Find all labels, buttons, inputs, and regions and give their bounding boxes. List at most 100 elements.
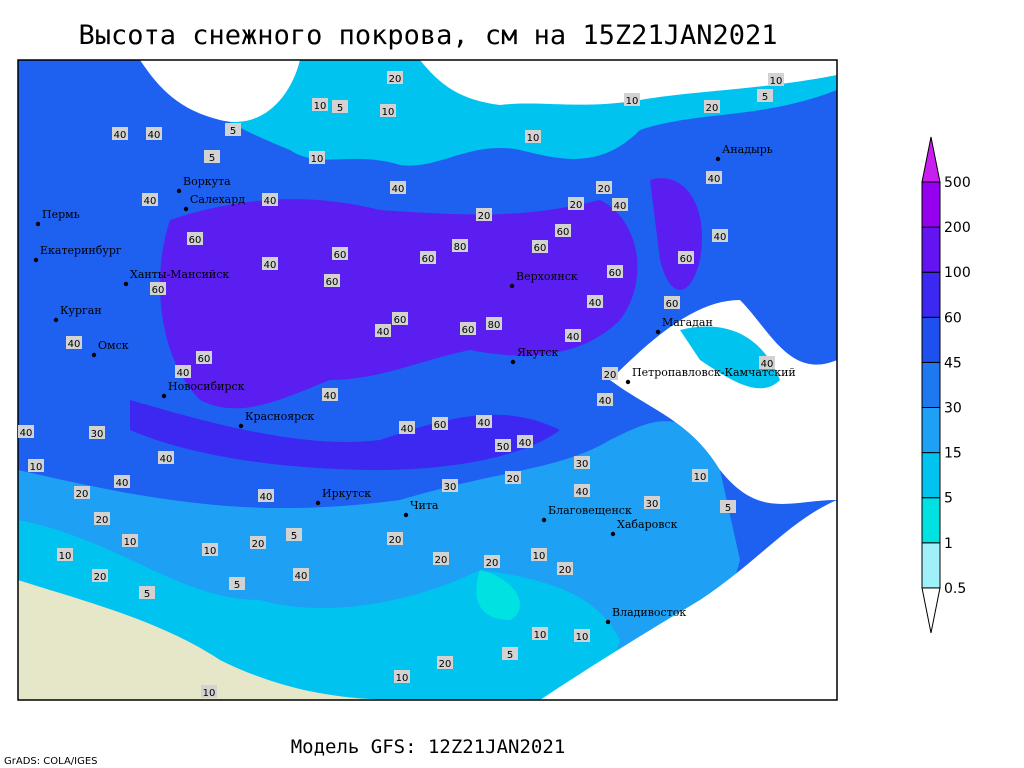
contour-label-bg — [525, 130, 541, 143]
city-dot — [510, 359, 516, 365]
contour-label: 60 — [334, 250, 347, 261]
city-dot — [53, 317, 59, 323]
contour-label-bg — [692, 469, 708, 482]
contour-label-bg — [332, 247, 348, 260]
contour-label: 5 — [337, 103, 343, 114]
contour-label-bg — [768, 73, 784, 86]
labels: Воркута Салехард Пермь Екатеринбург Ханты-Ма… — [18, 71, 796, 699]
sea-okhotsk — [610, 300, 837, 504]
contour-label-bg — [158, 451, 174, 464]
contour-label-bg — [28, 459, 44, 472]
contour-label-bg — [18, 425, 34, 438]
contour-label-bg — [229, 577, 245, 590]
contour-label-bg — [112, 127, 128, 140]
contour-label: 10 — [311, 154, 324, 165]
city-label: Салехард — [190, 193, 245, 206]
contour-label: 40 — [144, 196, 157, 207]
contour-label-bg — [175, 365, 191, 378]
contour-label: 10 — [203, 688, 216, 699]
contour-label: 60 — [394, 315, 407, 326]
contour-label-bg — [387, 532, 403, 545]
contour-label: 40 — [401, 424, 414, 435]
contour-label: 40 — [160, 454, 173, 465]
city-dot — [541, 517, 547, 523]
snow-thin — [476, 570, 520, 620]
contour-label: 40 — [708, 174, 721, 185]
contour-label-bg — [322, 388, 338, 401]
contour-label: 40 — [519, 438, 532, 449]
contour-label: 20 — [96, 515, 109, 526]
legend-label: 60 — [944, 310, 962, 326]
contour-label-bg — [312, 98, 328, 111]
contour-label-bg — [759, 356, 775, 369]
contour-label-bg — [712, 229, 728, 242]
contour-label: 5 — [230, 126, 236, 137]
contour-label: 5 — [762, 92, 768, 103]
contour-label: 60 — [680, 254, 693, 265]
contour-label: 40 — [567, 332, 580, 343]
city-dot — [123, 281, 129, 287]
contour-label: 10 — [576, 632, 589, 643]
city-dot — [183, 206, 189, 212]
contour-label: 60 — [198, 354, 211, 365]
contour-label: 20 — [559, 565, 572, 576]
contour-label-bg — [704, 100, 720, 113]
contour-label: 10 — [534, 630, 547, 641]
contour-label: 40 — [20, 428, 33, 439]
contour-label-bg — [332, 100, 348, 113]
footer: Модель GFS: 12Z21JAN2021 — [291, 736, 566, 758]
contour-label: 5 — [291, 531, 297, 542]
contour-label-bg — [532, 627, 548, 640]
contour-label-bg — [94, 512, 110, 525]
city-dot — [238, 423, 244, 429]
city-dot — [403, 512, 409, 518]
contour-label-bg — [225, 123, 241, 136]
contour-label: 60 — [462, 325, 475, 336]
contour-label: 40 — [264, 260, 277, 271]
contour-label: 40 — [260, 492, 273, 503]
contour-label: 5 — [507, 650, 513, 661]
city-label: Магадан — [662, 316, 713, 329]
contour-label: 40 — [377, 327, 390, 338]
contour-label: 20 — [439, 659, 452, 670]
contour-label: 30 — [444, 482, 457, 493]
contour-label: 5 — [144, 589, 150, 600]
contour-label: 10 — [59, 551, 72, 562]
kamchatka-coast — [680, 326, 780, 389]
contour-label: 50 — [497, 442, 510, 453]
contour-label: 80 — [488, 320, 501, 331]
legend-box — [921, 452, 941, 499]
contour-label: 40 — [148, 130, 161, 141]
contour-label-bg — [505, 471, 521, 484]
contour-label-bg — [89, 426, 105, 439]
city-label: Владивосток — [612, 606, 686, 619]
title: Высота снежного покрова, см на 15Z21JAN2… — [79, 20, 778, 51]
contour-label: 20 — [76, 489, 89, 500]
contour-label-bg — [452, 239, 468, 252]
contour-label-bg — [574, 629, 590, 642]
city-label: Иркутск — [322, 487, 371, 500]
legend-label: 5 — [944, 491, 953, 507]
contour-label: 20 — [604, 370, 617, 381]
credit: GrADS: COLA/IGES — [4, 756, 98, 767]
contour-label-bg — [476, 208, 492, 221]
contour-label-bg — [420, 251, 436, 264]
contour-label-bg — [568, 197, 584, 210]
contour-label-bg — [555, 224, 571, 237]
contour-label-bg — [57, 548, 73, 561]
snow-deep — [160, 199, 638, 409]
contour-label-bg — [706, 171, 722, 184]
contour-label-bg — [204, 150, 220, 163]
contour-label: 20 — [478, 211, 491, 222]
contour-label-bg — [557, 562, 573, 575]
contour-label: 10 — [527, 133, 540, 144]
city-dot — [605, 619, 611, 625]
contour-label: 20 — [570, 200, 583, 211]
contour-label: 20 — [94, 572, 107, 583]
contour-label: 30 — [576, 459, 589, 470]
contour-label: 5 — [725, 503, 731, 514]
city-label: Якутск — [517, 346, 558, 359]
contour-label: 60 — [557, 227, 570, 238]
contour-label-bg — [433, 552, 449, 565]
contour-label: 40 — [392, 184, 405, 195]
